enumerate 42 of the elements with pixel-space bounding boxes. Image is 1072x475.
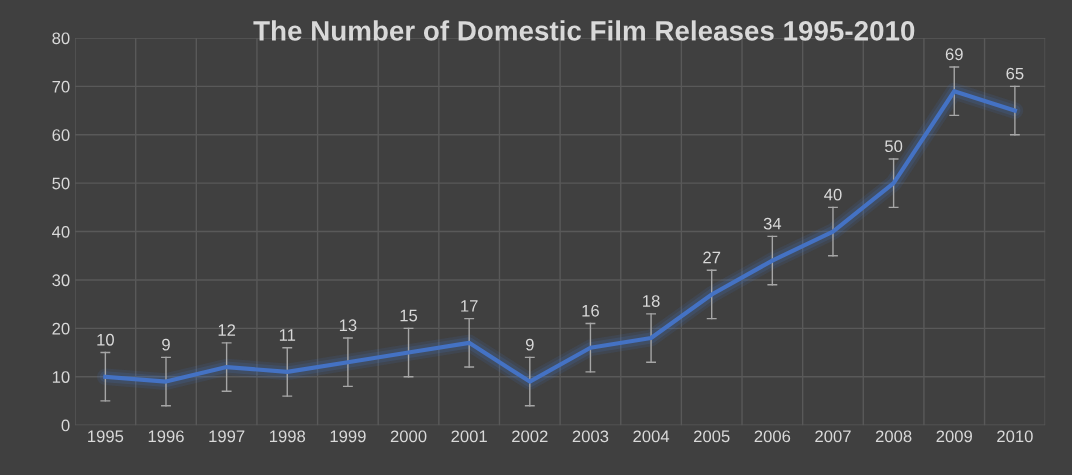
y-tick-label: 10 [52,371,70,383]
chart-title: The Number of Domestic Film Releases 1995-2010 [253,20,915,41]
x-tick-label: 2002 [512,430,548,443]
x-tick-label: 2000 [390,430,427,443]
data-label: 13 [339,319,357,332]
y-tick-label: 30 [52,274,70,287]
x-tick-label: 2008 [875,430,912,443]
x-tick-label: 1998 [270,430,306,443]
y-tick-label: 60 [52,129,70,141]
data-label: 65 [1006,67,1024,80]
data-label: 16 [582,304,599,317]
x-tick-label: 2005 [694,430,730,443]
y-tick-label: 40 [52,225,70,238]
data-label: 11 [279,329,296,341]
x-tick-label: 2009 [936,430,972,443]
data-label: 9 [525,338,534,351]
y-tick-label: 80 [52,32,70,45]
data-label: 10 [97,333,114,346]
x-tick-label: 2001 [451,430,487,443]
x-tick-label: 2003 [572,430,609,443]
data-label: 9 [162,338,170,351]
y-tick-label: 20 [52,322,70,335]
x-tick-label: 1997 [209,430,245,443]
y-tick-label: 0 [61,419,70,432]
data-label: 18 [643,295,660,307]
data-label: 17 [461,300,478,312]
data-label: 40 [824,188,842,201]
x-tick-label: 2004 [633,430,670,443]
x-tick-label: 2010 [997,430,1033,443]
x-tick-label: 1995 [88,430,124,443]
x-tick-label: 1996 [148,430,184,443]
data-label: 34 [763,217,782,230]
data-label: 50 [885,140,903,153]
data-label: 69 [945,48,963,61]
y-tick-label: 50 [52,177,70,190]
data-label: 12 [218,324,236,336]
data-label: 15 [400,309,418,322]
x-tick-label: 1999 [330,430,366,443]
x-tick-label: 2007 [815,430,851,443]
y-tick-label: 70 [52,80,70,93]
data-label: 27 [703,251,721,264]
x-tick-label: 2006 [754,430,791,443]
